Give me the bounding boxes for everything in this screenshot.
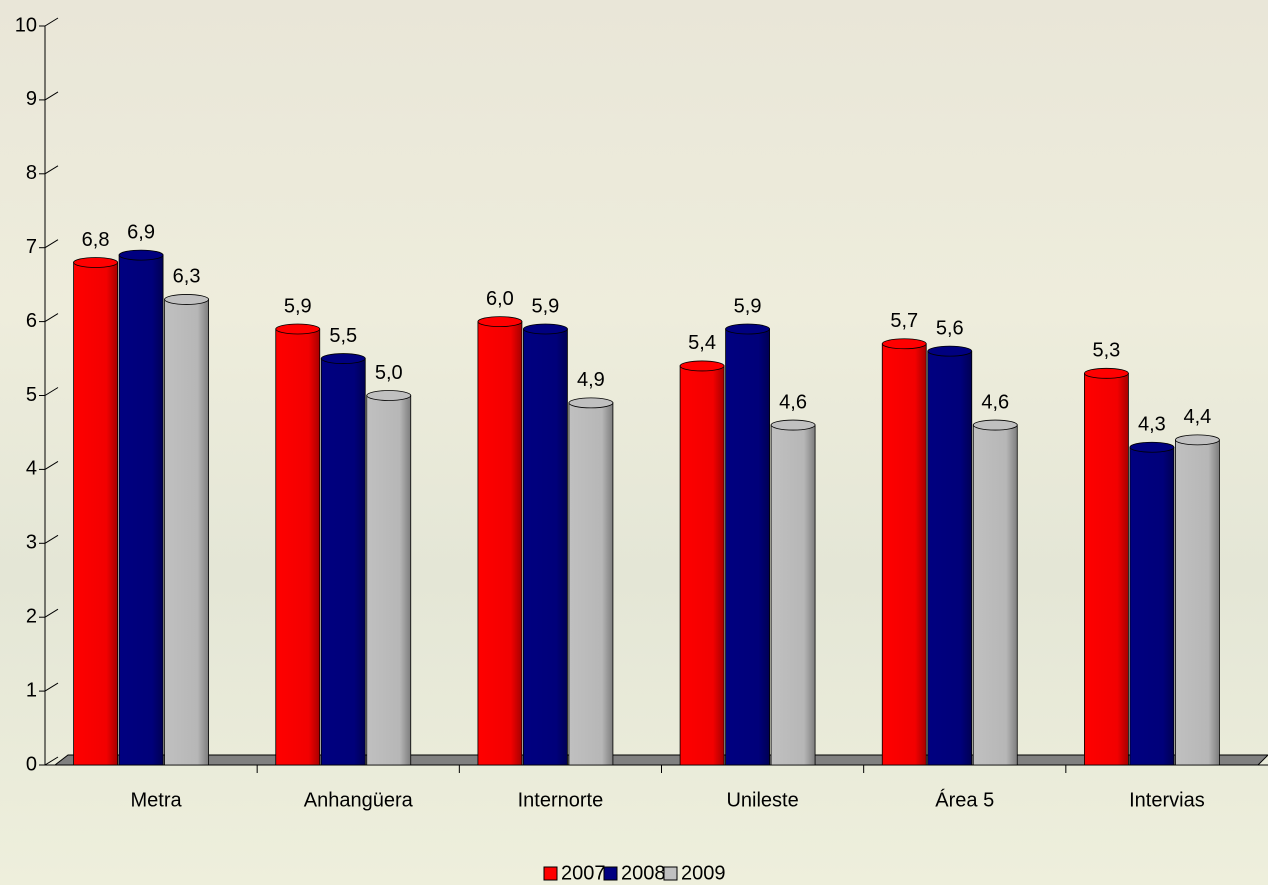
bar-top: [1129, 441, 1175, 453]
value-label: 5,7: [890, 310, 918, 332]
bar-top: [118, 249, 164, 261]
bar-shade: [927, 351, 972, 765]
value-label: 4,6: [779, 391, 807, 413]
bar-shade: [477, 321, 522, 765]
bar-shade: [275, 328, 320, 765]
value-label: 6,3: [173, 266, 201, 288]
value-label: 4,4: [1184, 406, 1212, 428]
y-tick-label: 3: [26, 532, 37, 554]
legend-label: 2009: [681, 862, 726, 884]
value-label: 5,9: [284, 295, 312, 317]
value-label: 5,9: [532, 295, 560, 317]
y-tick-label: 10: [15, 14, 37, 36]
bar-top: [366, 390, 412, 401]
y-tick-3d: [44, 387, 59, 396]
y-tick-label: 9: [26, 88, 37, 110]
y-tick-3d: [44, 460, 59, 470]
y-tick-label: 7: [26, 236, 37, 258]
y-tick-3d: [44, 534, 59, 544]
bar-top: [725, 323, 770, 335]
y-tick-3d: [44, 165, 59, 175]
bar-shade: [1129, 447, 1174, 765]
y-tick-3d: [44, 17, 59, 27]
bar-top: [477, 316, 523, 328]
value-label: 6,9: [127, 221, 155, 243]
bar-shade: [882, 343, 927, 765]
bar-shade: [725, 328, 770, 765]
bar-shade: [523, 328, 568, 765]
x-tick-label: Área 5: [935, 788, 994, 811]
bar-shade: [1175, 439, 1220, 765]
bar-top: [73, 257, 118, 268]
bar-top: [972, 419, 1018, 431]
x-tick-label: Metra: [131, 789, 183, 811]
y-tick-label: 0: [26, 753, 37, 775]
bar-shade: [321, 358, 366, 765]
bar-shade: [973, 425, 1018, 765]
bar-top: [164, 294, 209, 305]
bar-shade: [73, 262, 118, 765]
value-label: 4,3: [1138, 414, 1166, 436]
value-label: 5,0: [375, 362, 403, 384]
bar-top: [1175, 434, 1220, 446]
value-label: 5,9: [734, 295, 762, 317]
bar-shade: [366, 395, 411, 765]
bar-top: [523, 323, 568, 335]
x-tick-label: Intervias: [1129, 789, 1205, 811]
bar-shade: [164, 299, 209, 765]
value-label: 4,6: [981, 391, 1009, 413]
legend-label: 2008: [621, 862, 666, 884]
y-tick-3d: [44, 682, 59, 692]
y-tick-label: 6: [26, 310, 37, 332]
value-label: 4,9: [577, 369, 605, 391]
value-label: 5,5: [329, 325, 357, 347]
bar-shade: [680, 365, 725, 765]
bar-top: [770, 419, 816, 431]
value-label: 6,0: [486, 288, 514, 310]
y-tick-label: 5: [26, 384, 37, 406]
x-tick-label: Anhangüera: [304, 789, 414, 811]
bar-top: [320, 353, 366, 364]
bar-top: [275, 323, 321, 335]
y-tick-label: 4: [26, 458, 37, 480]
bar-top: [927, 345, 973, 357]
bar-shade: [119, 255, 164, 765]
y-tick-label: 2: [26, 605, 37, 627]
y-tick-3d: [44, 91, 59, 101]
value-label: 5,6: [936, 317, 964, 339]
bar-top: [881, 338, 927, 350]
x-tick-label: Internorte: [518, 789, 604, 811]
value-label: 5,4: [688, 332, 716, 354]
y-tick-3d: [44, 756, 59, 766]
bar-top: [1084, 367, 1129, 379]
bar-shade: [1084, 373, 1129, 765]
legend-swatch: [543, 866, 558, 881]
y-tick-3d: [44, 608, 59, 618]
legend-label: 2007: [561, 862, 606, 884]
bar-shade: [568, 402, 613, 765]
value-label: 5,3: [1093, 340, 1121, 362]
value-label: 6,8: [82, 229, 110, 251]
legend-swatch: [663, 866, 678, 881]
x-tick-label: Unileste: [726, 789, 798, 811]
legend-swatch: [603, 866, 618, 881]
y-tick-3d: [44, 313, 59, 323]
bar-top: [568, 397, 614, 409]
bar-top: [679, 360, 725, 372]
y-tick-label: 1: [26, 679, 37, 701]
bar-shade: [771, 425, 816, 765]
y-tick-label: 8: [26, 162, 37, 184]
y-tick-3d: [44, 239, 59, 249]
